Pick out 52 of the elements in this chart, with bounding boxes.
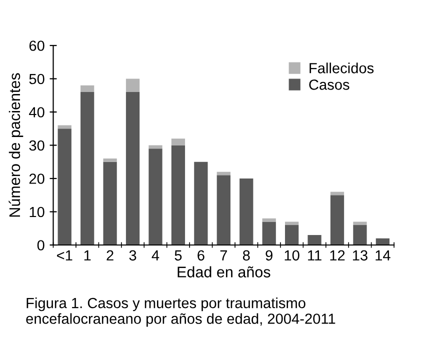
bar — [284, 225, 299, 245]
bar — [308, 235, 322, 245]
bar — [216, 175, 230, 245]
x-tick-label: 13 — [352, 250, 368, 261]
bar — [330, 192, 344, 196]
bar — [216, 172, 230, 176]
bar — [171, 145, 186, 245]
legend-label: Fallecidos — [310, 62, 374, 74]
bar — [240, 178, 254, 245]
x-tick-label: 1 — [84, 250, 91, 260]
bar — [171, 138, 186, 146]
x-tick-label: 10 — [284, 250, 300, 261]
y-tick-label: 30 — [29, 140, 44, 151]
x-tick-label: 8 — [242, 250, 250, 261]
bar — [148, 145, 162, 149]
x-tick-label: 12 — [330, 250, 345, 260]
bar — [148, 148, 162, 245]
x-axis-title: Edad en años — [178, 266, 270, 278]
legend-label: Casos — [309, 80, 350, 90]
y-tick-label: 10 — [30, 206, 44, 218]
y-tick-label: 60 — [29, 40, 44, 51]
text: Figura 1. Casos y muertes por traumatismo encefalocraneano por años de edad, 2004-2011 — [26, 298, 336, 327]
bar — [80, 92, 94, 245]
y-axis-title: Número de pacientes — [8, 73, 24, 217]
x-tick-label: 11 — [308, 250, 322, 260]
y-tick-label: 40 — [29, 107, 44, 118]
bar — [80, 85, 94, 92]
bar — [284, 222, 299, 226]
bar — [58, 125, 72, 129]
y-tick-label: 20 — [29, 174, 44, 184]
bar — [126, 78, 140, 92]
y-tick-label: 50 — [29, 74, 44, 84]
x-tick-label: 7 — [220, 250, 227, 260]
x-tick-label: 6 — [198, 250, 204, 261]
bar — [194, 162, 208, 245]
bar — [330, 195, 344, 245]
bar — [262, 218, 276, 222]
x-tick-label: <1 — [57, 250, 72, 260]
x-tick-label: 4 — [152, 250, 160, 260]
bar — [103, 158, 117, 162]
x-tick-label: 14 — [376, 250, 390, 260]
bar — [126, 92, 140, 245]
x-tick-label: 2 — [106, 250, 114, 260]
x-tick-label: 9 — [266, 250, 272, 261]
bar — [58, 128, 72, 245]
bar — [262, 222, 276, 245]
y-tick-label: 0 — [37, 240, 44, 250]
bar — [353, 225, 367, 245]
bar — [103, 162, 117, 245]
x-tick-label: 3 — [129, 250, 136, 261]
bar — [353, 222, 367, 226]
x-tick-label: 5 — [174, 250, 182, 261]
